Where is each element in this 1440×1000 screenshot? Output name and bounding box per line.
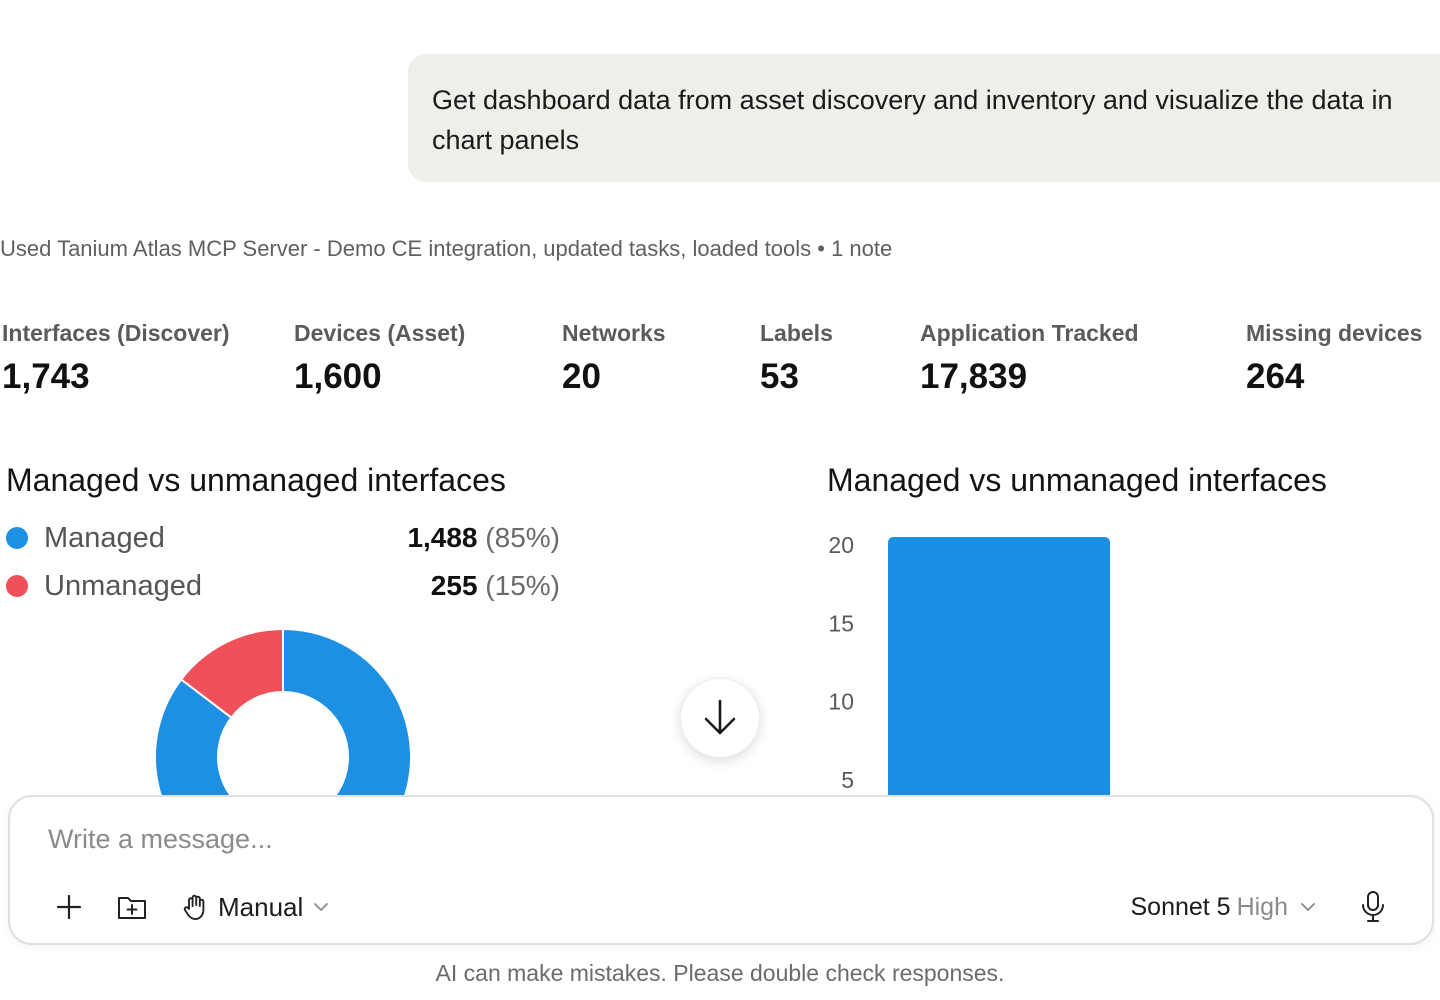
stat-value: 20 (562, 357, 601, 396)
legend-value: 255 (15%) (430, 570, 560, 601)
bar-0[interactable] (888, 537, 1110, 795)
stat-label: Labels (760, 320, 833, 346)
legend-dot-managed (6, 527, 28, 549)
donut-panel-title: Managed vs unmanaged interfaces (6, 462, 506, 498)
stat-devices: Devices (Asset) 1,600 (294, 320, 465, 397)
legend-label: Unmanaged (44, 570, 202, 602)
legend-value: 1,488 (85%) (407, 522, 560, 553)
bar-chart-area: 20 15 10 5 (810, 520, 1440, 795)
stat-applications: Application Tracked 17,839 (920, 320, 1139, 397)
arrow-down-icon (704, 699, 736, 735)
y-tick-label: 15 (828, 610, 854, 636)
message-input[interactable] (46, 823, 1050, 856)
donut-slice-managed[interactable] (154, 627, 412, 795)
stat-value: 1,743 (2, 357, 90, 396)
stat-label: Networks (562, 320, 666, 346)
stat-label: Interfaces (Discover) (2, 320, 230, 346)
stat-labels: Labels 53 (760, 320, 833, 397)
stat-interfaces: Interfaces (Discover) 1,743 (2, 320, 230, 397)
stat-value: 17,839 (920, 357, 1028, 396)
stat-label: Missing devices (1246, 320, 1423, 346)
model-selector[interactable]: Sonnet 5 High (1130, 887, 1316, 927)
model-name: Sonnet 5 (1130, 892, 1231, 921)
donut-chart-area (150, 620, 420, 795)
hand-icon (183, 894, 205, 920)
add-folder-button[interactable] (114, 889, 150, 925)
folder-add-icon (118, 897, 146, 919)
chevron-down-icon (1301, 903, 1315, 911)
y-tick-label: 5 (841, 767, 854, 793)
legend-item-managed: Managed 1,488 (85%) (6, 520, 560, 556)
model-effort: High (1236, 892, 1288, 921)
plus-icon (56, 894, 82, 920)
scroll-down-button[interactable] (680, 678, 760, 758)
stat-value: 53 (760, 357, 799, 396)
legend-dot-unmanaged (6, 575, 28, 597)
disclaimer-text: AI can make mistakes. Please double chec… (435, 960, 1005, 986)
stat-value: 1,600 (294, 357, 382, 396)
user-message-bubble: Get dashboard data from asset discovery … (408, 54, 1440, 182)
legend-item-unmanaged: Unmanaged 255 (15%) (6, 568, 560, 604)
y-tick-label: 20 (828, 532, 854, 558)
stat-networks: Networks 20 (562, 320, 666, 397)
stat-label: Application Tracked (920, 320, 1139, 346)
y-tick-label: 10 (828, 689, 854, 715)
legend-label: Managed (44, 522, 165, 554)
donut-slice-unmanaged[interactable] (179, 627, 284, 719)
chevron-down-icon (314, 903, 329, 911)
donut-chart (154, 627, 412, 795)
stat-missing-devices: Missing devices 264 (1246, 320, 1422, 397)
tool-usage-status[interactable]: Used Tanium Atlas MCP Server - Demo CE i… (0, 236, 893, 261)
stat-label: Devices (Asset) (294, 320, 466, 346)
bar-panel-title: Managed vs unmanaged interfaces (827, 462, 1327, 498)
add-button[interactable] (52, 889, 86, 925)
microphone-icon (1362, 891, 1384, 922)
voice-input-button[interactable] (1358, 887, 1388, 927)
user-message-text: Get dashboard data from asset discovery … (432, 85, 1393, 155)
mode-label: Manual (218, 891, 304, 922)
message-composer: Manual Sonnet 5 High (8, 795, 1434, 945)
mode-selector[interactable]: Manual (182, 887, 329, 927)
stat-value: 264 (1246, 357, 1305, 396)
bar-chart: 20 15 10 5 (828, 532, 1110, 795)
